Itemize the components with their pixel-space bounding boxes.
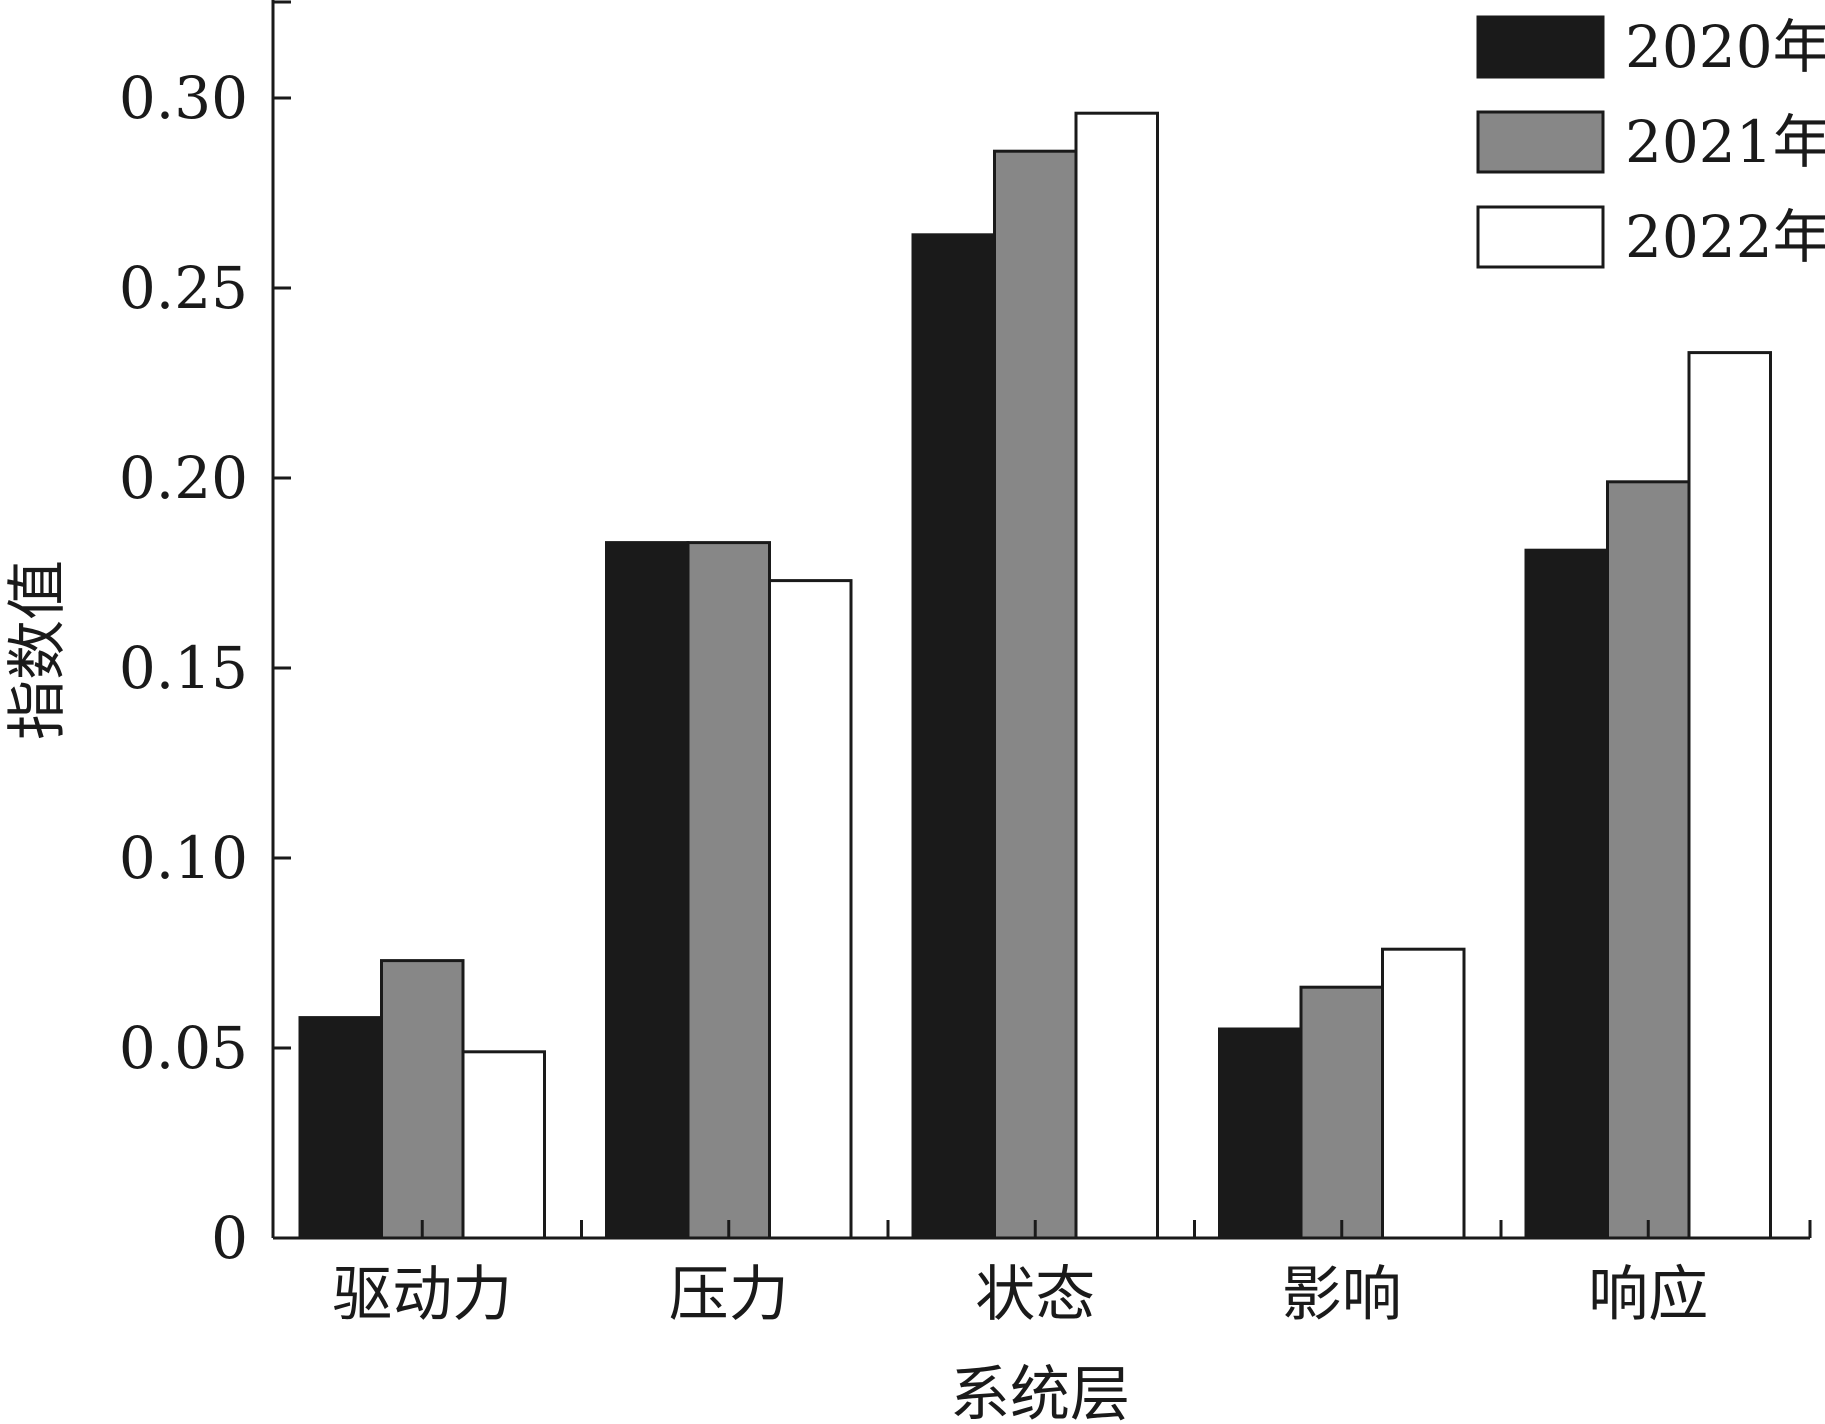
legend-swatch <box>1476 205 1605 269</box>
y-tick-label: 0.10 <box>119 824 248 892</box>
bar-4-0 <box>1524 548 1609 1240</box>
x-tick-label: 影响 <box>1282 1260 1402 1330</box>
legend-swatch <box>1476 110 1605 174</box>
bar-0-2 <box>461 1050 546 1240</box>
bar-1-0 <box>605 541 690 1240</box>
y-ticks-group: 0 0.05 0.10 0.15 0.20 0.25 0.30 <box>119 0 291 1272</box>
legend: 2020年 2021年 2022年 <box>1476 13 1825 271</box>
bar-2-2 <box>1074 111 1159 1240</box>
x-tick-label: 响应 <box>1588 1260 1708 1330</box>
y-axis-label: 指数值 <box>3 560 73 740</box>
bar-0-1 <box>380 959 465 1240</box>
y-tick-label: 0 <box>211 1204 248 1272</box>
bar-3-2 <box>1381 947 1466 1240</box>
bar-3-1 <box>1299 985 1384 1240</box>
axes-group <box>271 0 1810 1240</box>
bar-4-2 <box>1687 351 1772 1240</box>
bar-3-0 <box>1218 1027 1303 1240</box>
x-tick-label: 驱动力 <box>332 1260 512 1330</box>
bars-group <box>298 111 1772 1240</box>
y-tick-label: 0.20 <box>119 444 248 512</box>
y-tick-label: 0.30 <box>119 64 248 132</box>
bar-4-1 <box>1606 480 1691 1240</box>
bar-2-0 <box>911 233 996 1240</box>
y-tick-label: 0.25 <box>119 254 248 322</box>
legend-label: 2021年 <box>1625 108 1825 176</box>
bar-0-0 <box>298 1016 383 1240</box>
bar-2-1 <box>993 149 1078 1240</box>
y-tick-label: 0.15 <box>119 634 248 702</box>
bar-1-2 <box>768 579 853 1240</box>
legend-swatch <box>1476 15 1605 79</box>
y-tick-label: 0.05 <box>119 1014 248 1082</box>
legend-label: 2020年 <box>1625 13 1825 81</box>
legend-label: 2022年 <box>1625 203 1825 271</box>
x-axis-label: 系统层 <box>950 1360 1130 1424</box>
x-tick-label: 状态 <box>975 1260 1095 1330</box>
x-tick-label: 压力 <box>669 1260 789 1330</box>
bar-1-1 <box>686 541 771 1240</box>
x-ticks-group: 驱动力 压力 状态 影响 响应 <box>271 1220 1812 1330</box>
